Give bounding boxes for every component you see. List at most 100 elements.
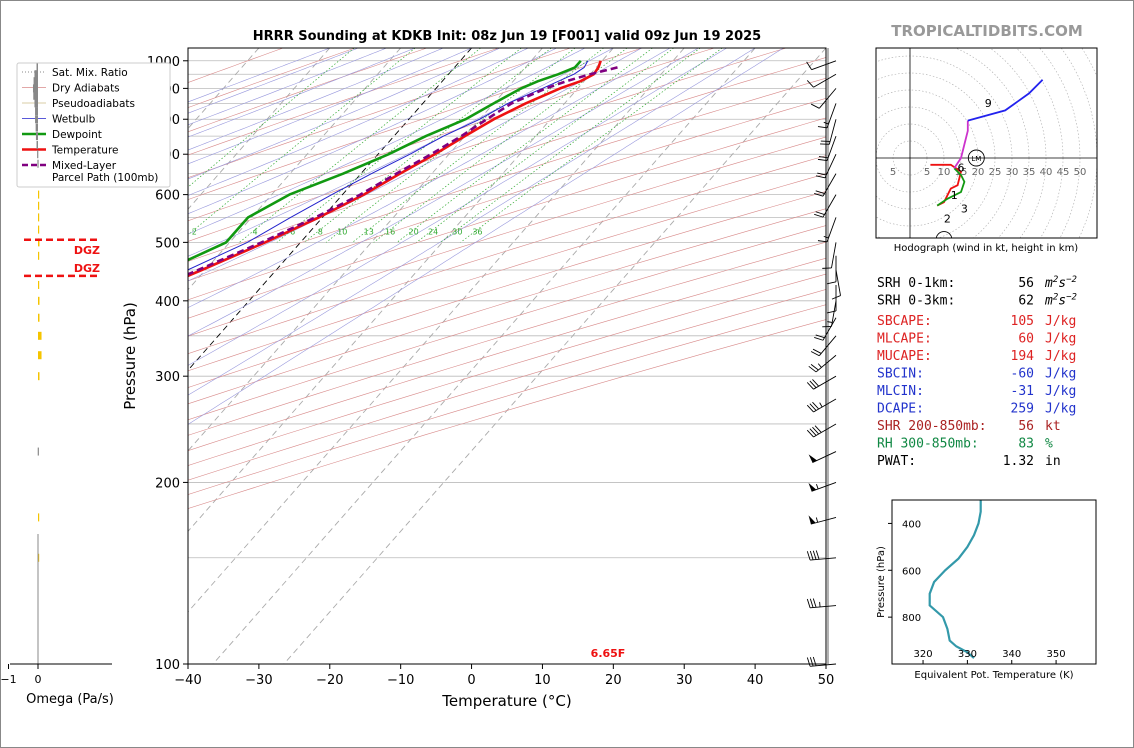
barb-full [817, 126, 828, 129]
barb-half [815, 517, 819, 523]
omega-bar [38, 513, 40, 522]
barb-full [817, 240, 828, 243]
pseudoadiabat [188, 48, 784, 425]
unit-part: s [1058, 276, 1066, 291]
pseudoadiabat [188, 48, 501, 180]
wind-barb [826, 284, 837, 314]
wind-barb [810, 88, 837, 109]
legend-label: Wetbulb [52, 114, 96, 126]
barb-full [806, 598, 811, 608]
barb-staff [822, 173, 837, 197]
skewt-axes: −40 −30 −20 −10 0 10 20 30 40 50 100 200 300 400 500 60… [147, 55, 834, 688]
dry-adiabat [188, 241, 826, 436]
pseudoadiabat [188, 48, 330, 103]
omega-xlabel: Omega (Pa/s) [26, 692, 114, 707]
index-value: 1.32 [1003, 454, 1034, 469]
omega-bar [38, 225, 40, 234]
surface-temp-label: 6.65F [591, 647, 626, 660]
omega-bar [35, 123, 38, 132]
hodo-ring-label: 50 [1074, 167, 1087, 178]
wind-barb [806, 598, 837, 609]
dry-adiabat [188, 319, 826, 509]
pseudoadiabat [188, 48, 472, 165]
index-value: -60 [1011, 367, 1034, 382]
barb-full [814, 337, 824, 341]
legend-label: Temperature [51, 145, 119, 157]
brand-watermark: TROPICALTIDBITS.COM [891, 22, 1083, 40]
wetbulb-trace [188, 60, 589, 271]
y-tick-label: 100 [155, 658, 180, 673]
mixing-ratio-line [440, 48, 701, 243]
index-unit: J/kg [1045, 384, 1076, 399]
theta-e-plot [928, 500, 982, 659]
wind-barb [817, 217, 837, 243]
hodo-ring-label: 40 [1040, 167, 1053, 178]
index-value: 62 [1018, 294, 1034, 309]
skewt-ylabel: Pressure (hPa) [121, 302, 139, 410]
barb-staff [824, 154, 837, 178]
pseudoadiabat [188, 48, 756, 396]
omega-bar [37, 447, 39, 456]
hodo-ring-label: 35 [1023, 167, 1036, 178]
omega-bar [37, 150, 39, 159]
isotherm [188, 48, 543, 452]
index-unit: % [1045, 437, 1053, 452]
wind-barb [814, 194, 837, 218]
theta-e-trace [928, 500, 982, 659]
index-value: 56 [1018, 276, 1034, 291]
barb-staff [831, 242, 837, 269]
barb-staff [813, 398, 837, 413]
x-tick-label: 30 [676, 673, 693, 688]
hodo-height-label: 2 [944, 213, 951, 226]
mixing-ratio-label: 16 [385, 228, 395, 237]
omega-bar [38, 296, 40, 305]
omega-bar [38, 201, 40, 210]
omega-bar [38, 190, 40, 199]
theta-e-panel: 320 330 340 350 400 600 800 Equivalent Pot. Tem… [876, 499, 1097, 681]
dry-adiabat [188, 48, 356, 108]
barb-staff [831, 300, 837, 327]
pseudoadiabat [188, 48, 444, 151]
index-unit: m2s−2 [1044, 275, 1077, 291]
omega-bar [35, 107, 38, 116]
index-label: SHR 200-850mb: [877, 419, 987, 434]
omega-bar [34, 70, 38, 79]
barb-half [819, 402, 823, 408]
dry-adiabat [188, 273, 826, 466]
wind-barb [820, 119, 837, 145]
wind-barb [806, 398, 837, 413]
barb-full [814, 192, 824, 197]
mixing-ratio-label: 4 [253, 228, 258, 237]
hodo-ring-label: 20 [972, 167, 985, 178]
index-value: 105 [1011, 314, 1034, 329]
pseudoadiabat [188, 48, 529, 196]
barb-full [815, 190, 825, 194]
barb-staff [810, 557, 837, 561]
barb-full [806, 551, 811, 561]
index-label: MUCAPE: [877, 349, 932, 364]
isotherm-zero [188, 48, 472, 371]
skewt-panel: 1 2 4 6 8 10 13 16 20 24 30 36 −40 −30 −20 −10 0 10 20 30 4… [121, 47, 834, 710]
legend-label: Mixed-Layer [52, 160, 117, 172]
parcel-path-trace [188, 66, 618, 276]
unit-exponent: 2 [1053, 293, 1058, 303]
omega-bar [33, 91, 38, 100]
wind-barb [822, 300, 837, 328]
legend-box [16, 62, 171, 188]
wind-barb [817, 103, 837, 129]
pseudoadiabat [188, 48, 557, 215]
index-unit: J/kg [1045, 402, 1076, 417]
wind-barb [814, 317, 837, 341]
x-tick-label: −20 [316, 673, 343, 688]
mixing-ratio-label: 10 [337, 228, 347, 237]
barb-staff [811, 481, 837, 492]
y-tick-label: 600 [155, 189, 180, 204]
skewt-background-lines: 1 2 4 6 8 10 13 16 20 24 30 36 [188, 48, 826, 664]
index-unit: J/kg [1045, 314, 1076, 329]
mixing-ratio-label: 24 [428, 228, 438, 237]
theta-ylabel: Pressure (hPa) [876, 546, 887, 618]
index-value: 194 [1011, 349, 1035, 364]
wind-barb [806, 423, 837, 438]
